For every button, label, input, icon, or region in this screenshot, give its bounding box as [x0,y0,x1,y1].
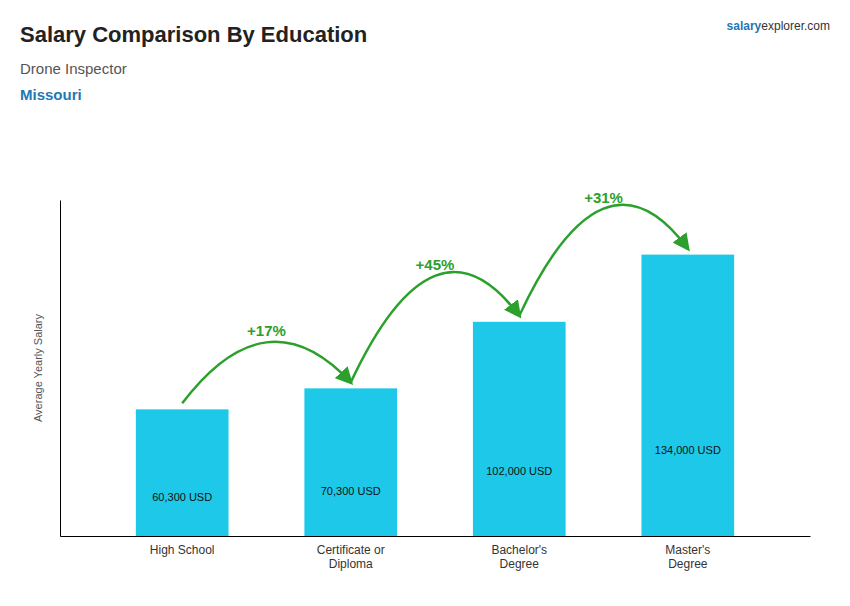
x-tick: High School [150,543,215,557]
x-tick-label-line: Certificate or [317,543,385,557]
brand-part: salary [727,19,762,33]
x-tick-label: Bachelor'sDegree [491,543,547,571]
brand-part: explorer.com [761,19,830,33]
data-label: 102,000 USD [486,465,552,477]
x-tick-label: Certificate orDiploma [317,543,385,571]
pct-label: +31% [584,189,623,206]
x-tick-label-line: Bachelor's [491,543,547,557]
data-label: 70,300 USD [321,485,381,497]
x-tick-label-line: Master's [665,543,710,557]
bar [641,255,734,536]
pct-label: +45% [416,256,455,273]
bar [136,409,229,536]
x-tick: Master'sDegree [665,543,710,571]
x-tick-label: High School [150,543,215,557]
y-axis-title: Average Yearly Salary [32,313,44,422]
brand: salaryexplorer.com [727,19,830,33]
x-tick-label-line: Diploma [329,557,373,571]
subtitle: Drone Inspector [20,60,127,77]
data-label: 60,300 USD [152,491,212,503]
x-tick-label-line: High School [150,543,215,557]
y-axis-line [60,201,61,537]
location: Missouri [20,86,82,103]
x-tick-label: Master'sDegree [665,543,710,571]
bar [473,322,566,536]
y-axis [60,201,61,537]
title: Salary Comparison By Education [20,22,367,47]
x-tick-label-line: Degree [668,557,708,571]
pct-arrow [519,205,688,316]
pct-arrow [182,342,351,404]
x-tick: Certificate orDiploma [317,543,385,571]
x-tick-label-line: Degree [500,557,540,571]
data-labels: 60,300 USD 70,300 USD 102,000 USD 134,000 U… [152,444,721,502]
pct-label: +17% [247,322,286,339]
data-label: 134,000 USD [655,444,721,456]
annotations: +17% +45% +31% [182,189,688,404]
x-tick: Bachelor'sDegree [491,543,547,571]
bar [304,388,397,536]
bars [136,255,734,536]
chart: Salary Comparison By Education Drone Insp… [0,0,850,606]
x-axis-line [61,536,811,537]
x-axis: High School Certificate orDiploma Bachelor… [61,537,811,571]
pct-arrow [351,272,520,382]
